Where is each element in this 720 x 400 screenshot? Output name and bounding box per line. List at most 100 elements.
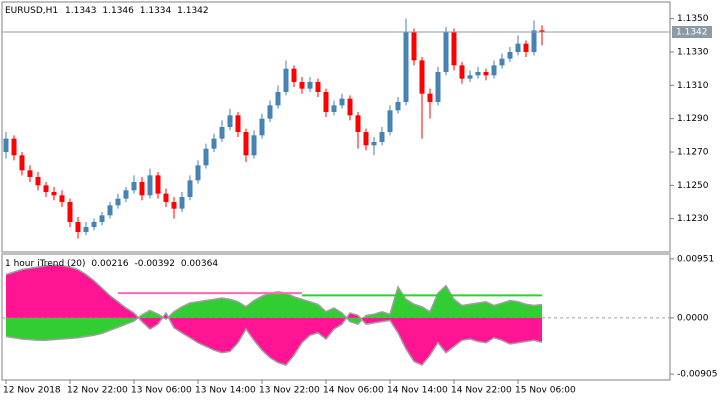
candle-body xyxy=(115,198,121,206)
y-tick-label: 1.1290 xyxy=(677,114,709,124)
candle-body xyxy=(155,175,161,194)
y2-tick-label: -0.00905 xyxy=(677,370,717,380)
candle-body xyxy=(99,215,105,222)
indicator-area xyxy=(6,285,542,341)
x-tick-label: 13 Nov 14:00 xyxy=(195,386,256,396)
candle-body xyxy=(491,65,497,76)
candle-body xyxy=(131,182,137,191)
candle-body xyxy=(523,43,529,52)
candle-body xyxy=(411,32,417,61)
candle-body xyxy=(483,72,489,76)
candle-body xyxy=(123,190,129,199)
candle-body xyxy=(67,202,73,222)
candle-body xyxy=(371,142,377,146)
candle-body xyxy=(275,92,281,106)
candle-body xyxy=(347,98,353,116)
indicator-header: 1 hour iTrend (20) 0.00216 -0.00392 0.00… xyxy=(5,259,218,269)
price-label: 1.1342 xyxy=(676,28,708,38)
x-tick-label: 15 Nov 06:00 xyxy=(515,386,576,396)
candle-body xyxy=(139,182,145,196)
candle-body xyxy=(211,138,217,149)
candle-body xyxy=(27,170,33,177)
candle-body xyxy=(387,110,393,132)
candle-body xyxy=(59,195,65,202)
close: 1.1342 xyxy=(177,6,209,16)
candle-body xyxy=(363,132,369,146)
y-tick-label: 1.1250 xyxy=(677,181,709,191)
candle-body xyxy=(395,102,401,111)
indicator-area xyxy=(6,265,542,366)
candle-body xyxy=(35,177,41,186)
x-tick-label: 13 Nov 22:00 xyxy=(259,386,320,396)
candle-body xyxy=(539,30,545,32)
candle-body xyxy=(291,68,297,82)
candle-body xyxy=(107,205,113,216)
candle-body xyxy=(267,105,273,119)
y-tick-label: 1.1350 xyxy=(677,14,709,24)
candle-body xyxy=(459,65,465,79)
candle-body xyxy=(179,197,185,209)
candle-body xyxy=(499,58,505,66)
candle-body xyxy=(163,193,169,202)
candle-body xyxy=(11,138,17,156)
candle-body xyxy=(219,127,225,139)
indicator-name: 1 hour iTrend (20) xyxy=(5,259,86,269)
candle-body xyxy=(171,202,177,209)
candle-body xyxy=(515,43,521,52)
candle-body xyxy=(203,148,209,166)
y-tick-label: 1.1310 xyxy=(677,81,709,91)
candle-body xyxy=(147,175,153,196)
x-tick-label: 14 Nov 22:00 xyxy=(451,386,512,396)
candle-body xyxy=(43,185,49,192)
candle-body xyxy=(83,227,89,232)
candle-body xyxy=(235,115,241,132)
y2-tick-label: 0.00951 xyxy=(677,254,714,264)
indicator-value: 0.00216 xyxy=(91,259,128,269)
x-tick-label: 14 Nov 14:00 xyxy=(387,386,448,396)
candle-body xyxy=(91,222,97,227)
candle-body xyxy=(19,155,25,171)
x-tick-label: 14 Nov 06:00 xyxy=(323,386,384,396)
candle-body xyxy=(315,82,321,92)
candle-body xyxy=(227,115,233,127)
x-tick-label: 12 Nov 2018 xyxy=(3,386,61,396)
price-panel xyxy=(1,1,671,253)
indicator-value: -0.00392 xyxy=(135,259,175,269)
price-label-box xyxy=(672,26,712,38)
candle-body xyxy=(51,192,57,196)
y-tick-label: 1.1330 xyxy=(677,48,709,58)
candle-body xyxy=(259,118,265,136)
candle-body xyxy=(475,72,481,76)
high: 1.1346 xyxy=(102,6,134,16)
indicator-value: 0.00364 xyxy=(181,259,218,269)
x-tick-label: 13 Nov 06:00 xyxy=(131,386,192,396)
y-tick-label: 1.1270 xyxy=(677,148,709,158)
candle-body xyxy=(3,138,9,152)
candle-body xyxy=(331,105,337,112)
low: 1.1334 xyxy=(140,6,172,16)
candle-body xyxy=(299,82,305,89)
candle-body xyxy=(379,132,385,142)
candle-body xyxy=(243,132,249,156)
candle-body xyxy=(75,222,81,232)
candle-body xyxy=(251,135,257,156)
candle-body xyxy=(339,98,345,106)
open: 1.1343 xyxy=(65,6,97,16)
candle-body xyxy=(283,68,289,92)
candle-body xyxy=(355,115,361,132)
x-tick-label: 12 Nov 22:00 xyxy=(67,386,128,396)
candle-body xyxy=(427,93,433,102)
candle-body xyxy=(403,32,409,102)
y-tick-label: 1.1230 xyxy=(677,214,709,224)
candle-body xyxy=(467,75,473,79)
candle-body xyxy=(531,30,537,52)
candle-body xyxy=(195,165,201,181)
candle-body xyxy=(451,32,457,66)
candle-body xyxy=(307,82,313,89)
candle-body xyxy=(323,92,329,112)
price-header: EURUSD,H1 1.1343 1.1346 1.1334 1.1342 xyxy=(5,6,209,16)
symbol: EURUSD,H1 xyxy=(5,6,58,16)
candle-body xyxy=(507,52,513,59)
candle-body xyxy=(435,72,441,102)
